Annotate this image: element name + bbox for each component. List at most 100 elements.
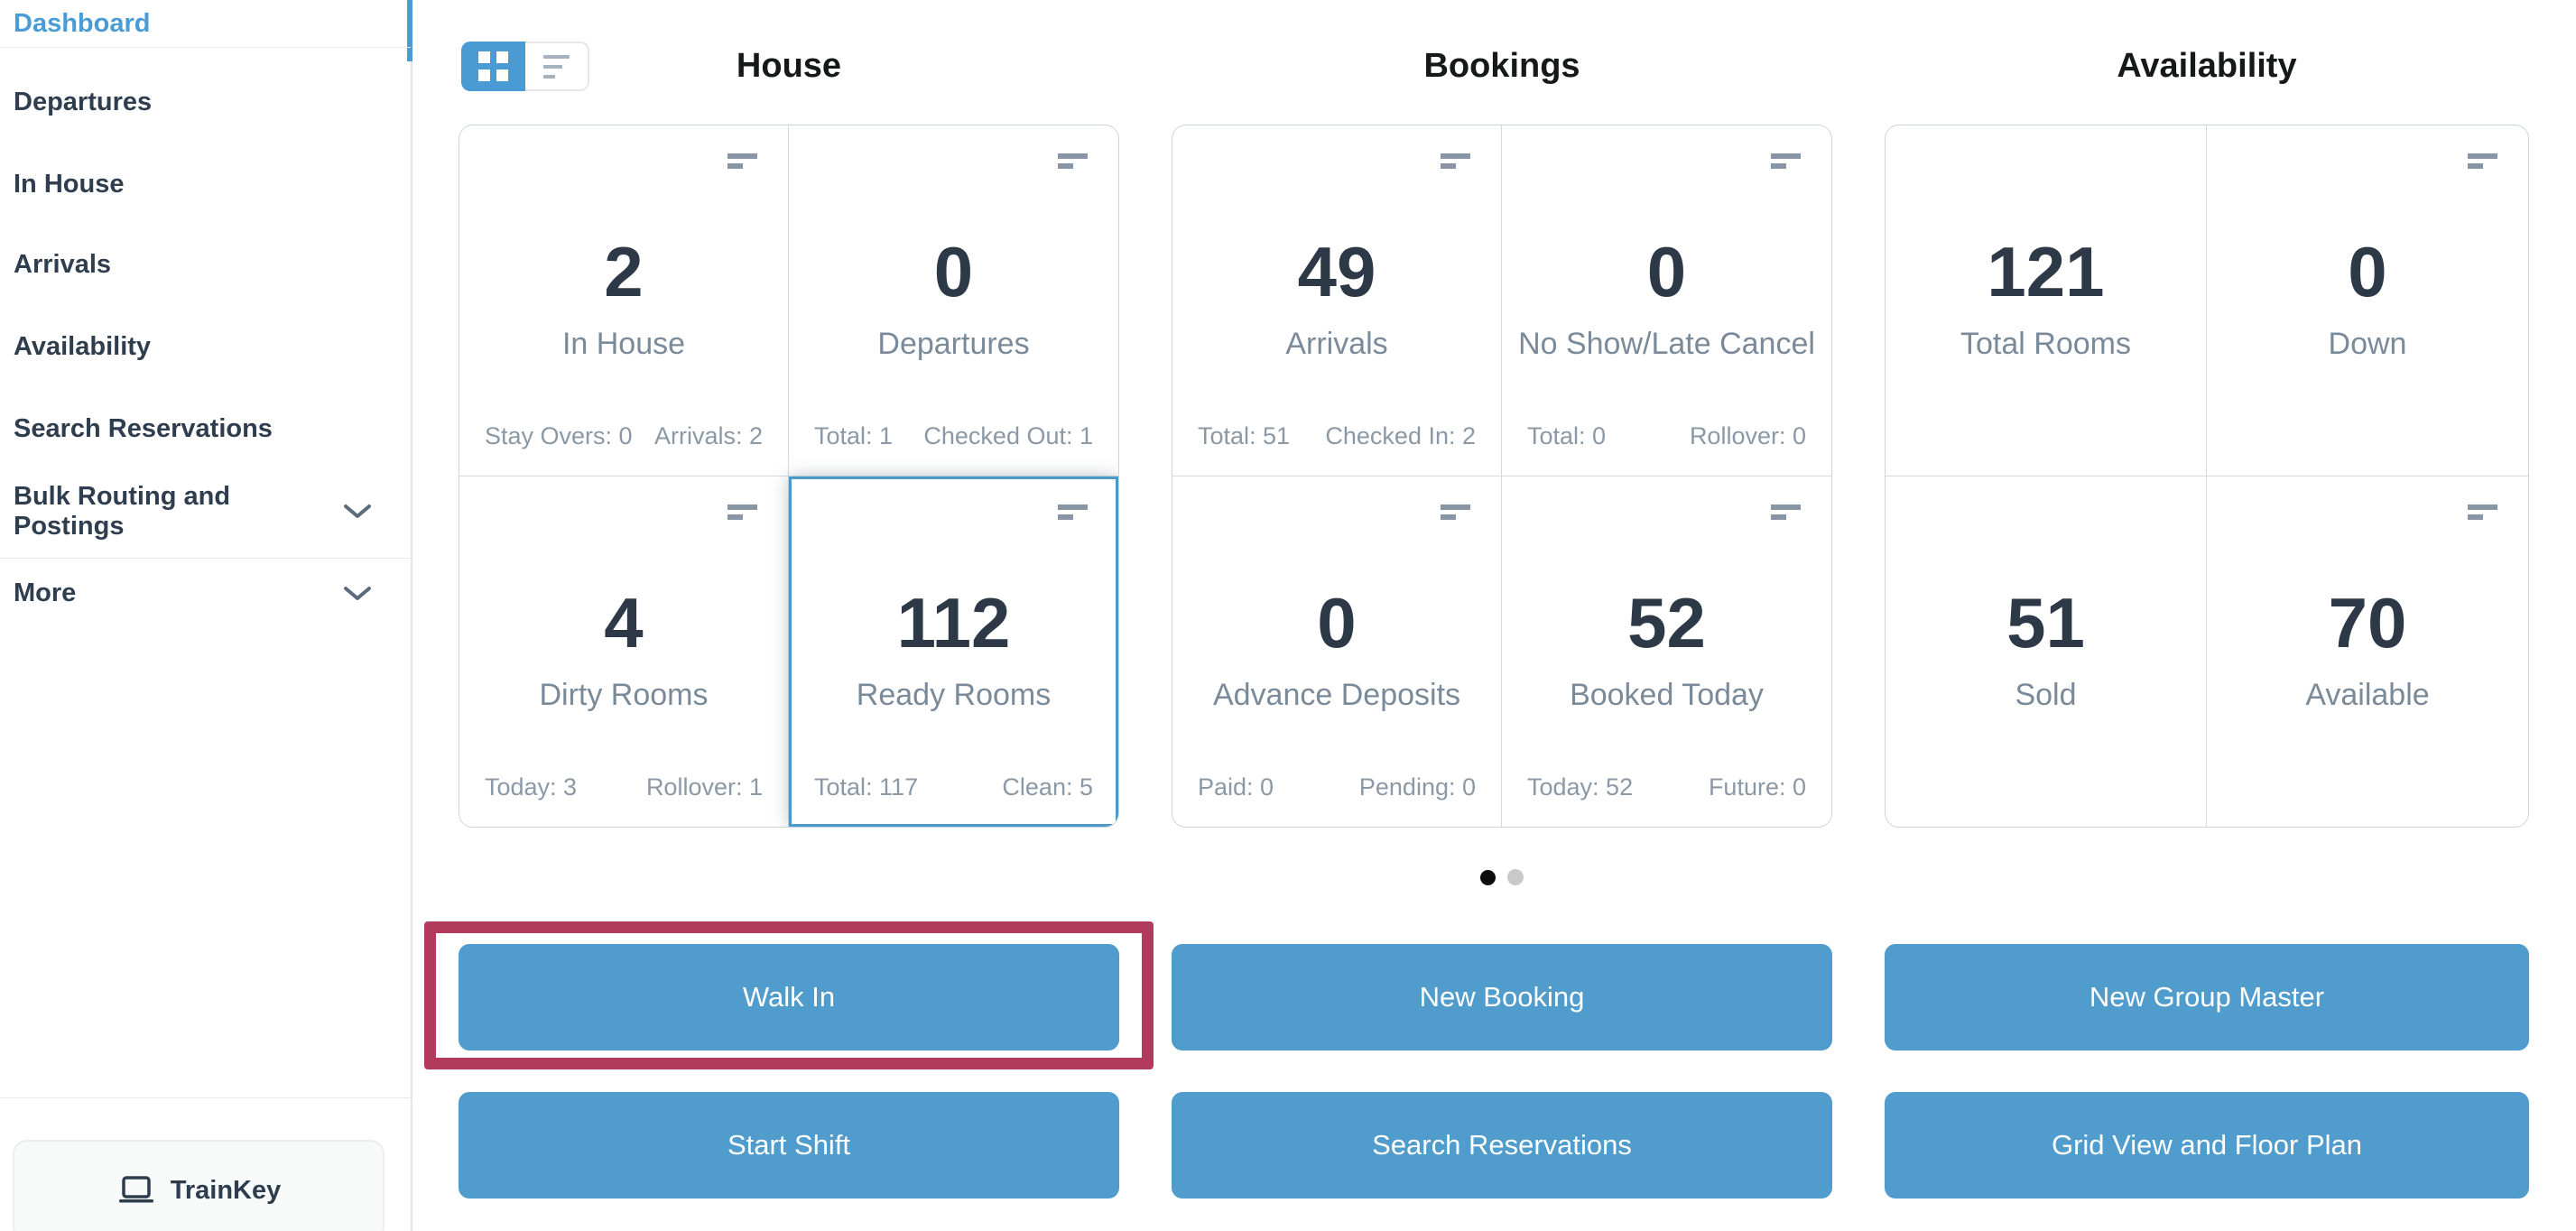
kpi-stat-left: Total: 0 [1527, 421, 1607, 449]
kpi-stat-right: Pending: 0 [1358, 773, 1476, 801]
page-dot[interactable] [1507, 869, 1524, 885]
kpi-label: No Show/Late Cancel [1518, 327, 1815, 361]
sidebar-item-arrivals[interactable]: Arrivals [0, 224, 406, 306]
kpi-label: Down [2328, 327, 2407, 361]
page-dot-active[interactable] [1480, 870, 1496, 885]
chevron-down-icon [343, 586, 372, 602]
sidebar-item-availability[interactable]: Availability [0, 306, 406, 388]
kpi-label: Booked Today [1570, 677, 1764, 712]
availability-card-grid: 121 Total Rooms 0 Down 51 Sold 70 Availa… [1885, 125, 2529, 828]
summary-bars-icon[interactable] [727, 153, 757, 169]
list-view-button[interactable] [525, 42, 589, 91]
kpi-value: 70 [2328, 582, 2407, 662]
sidebar-item-departures[interactable]: Departures [0, 61, 406, 143]
trainkey-label: TrainKey [170, 1175, 282, 1205]
sidebar-item-label: Dashboard [14, 8, 151, 38]
kpi-stat-left: Today: 3 [485, 773, 578, 801]
sidebar-divider [0, 558, 411, 559]
grid-icon [478, 51, 508, 81]
kpi-card-ready-rooms[interactable]: 112 Ready Rooms Total: 117 Clean: 5 [789, 476, 1118, 827]
sidebar-item-label: More [14, 578, 77, 607]
summary-bars-icon[interactable] [1058, 504, 1088, 520]
kpi-value: 0 [1317, 582, 1357, 662]
summary-bars-icon[interactable] [1771, 153, 1801, 169]
section-title-availability: Availability [2117, 47, 2297, 85]
kpi-card-departures[interactable]: 0 Departures Total: 1 Checked Out: 1 [789, 125, 1118, 477]
grid-view-floor-plan-button[interactable]: Grid View and Floor Plan [1885, 1092, 2529, 1199]
kpi-value: 51 [2006, 582, 2085, 662]
kpi-card-advance-deposits[interactable]: 0 Advance Deposits Paid: 0 Pending: 0 [1172, 476, 1502, 827]
sidebar-item-label: Arrivals [14, 250, 112, 279]
kpi-stat-left: Today: 52 [1527, 773, 1634, 801]
summary-bars-icon[interactable] [1771, 504, 1801, 520]
list-lines-icon [543, 54, 588, 79]
kpi-card-down[interactable]: 0 Down [2207, 125, 2528, 477]
kpi-value: 0 [2348, 232, 2387, 311]
sidebar-item-label: Bulk Routing and Postings [14, 481, 231, 541]
kpi-card-dirty-rooms[interactable]: 4 Dirty Rooms Today: 3 Rollover: 1 [459, 476, 789, 827]
new-booking-button[interactable]: New Booking [1172, 944, 1832, 1051]
kpi-stat-right: Arrivals: 2 [653, 421, 763, 449]
sidebar-item-bulk-routing-and-postings[interactable]: Bulk Routing and Postings [0, 470, 406, 552]
walk-in-button[interactable]: Walk In [459, 944, 1119, 1051]
kpi-label: Available [2305, 677, 2430, 712]
laptop-icon [116, 1175, 156, 1206]
kpi-stat-right: Checked Out: 1 [923, 421, 1093, 449]
kpi-value: 2 [604, 232, 644, 311]
kpi-stat-right: Checked In: 2 [1325, 421, 1476, 449]
sidebar-item-more[interactable]: More [0, 552, 406, 634]
kpi-value: 121 [1987, 232, 2105, 311]
kpi-label: In House [561, 327, 686, 361]
kpi-card-no-show-late-cancel[interactable]: 0 No Show/Late Cancel Total: 0 Rollover:… [1502, 125, 1831, 477]
kpi-value: 0 [933, 232, 974, 311]
new-group-master-button[interactable]: New Group Master [1885, 944, 2529, 1051]
kpi-label: Advance Deposits [1212, 677, 1461, 712]
kpi-value: 52 [1627, 582, 1706, 662]
kpi-label: Arrivals [1285, 327, 1388, 361]
grid-view-button[interactable] [461, 42, 525, 91]
kpi-card-total-rooms[interactable]: 121 Total Rooms [1886, 125, 2207, 477]
carousel-pagination [1172, 869, 1832, 885]
kpi-stat-left: Stay Overs: 0 [485, 421, 633, 449]
sidebar-divider [0, 47, 411, 48]
sidebar: Dashboard Departures In House Arrivals A… [0, 0, 412, 1231]
kpi-value: 49 [1297, 232, 1376, 311]
kpi-label: Dirty Rooms [539, 677, 709, 712]
house-card-grid: 2 In House Stay Overs: 0 Arrivals: 2 0 D… [459, 125, 1119, 828]
kpi-card-sold[interactable]: 51 Sold [1886, 476, 2207, 827]
trainkey-button[interactable]: TrainKey [13, 1140, 385, 1231]
summary-bars-icon[interactable] [2468, 504, 2497, 520]
kpi-stat-right: Rollover: 0 [1689, 421, 1806, 449]
sidebar-item-label: Departures [14, 88, 153, 116]
kpi-card-arrivals[interactable]: 49 Arrivals Total: 51 Checked In: 2 [1172, 125, 1502, 477]
active-item-indicator [407, 0, 412, 61]
kpi-stat-right: Future: 0 [1708, 773, 1806, 801]
bookings-card-grid: 49 Arrivals Total: 51 Checked In: 2 0 No… [1172, 125, 1832, 828]
kpi-card-available[interactable]: 70 Available [2207, 476, 2528, 827]
summary-bars-icon[interactable] [1441, 504, 1470, 520]
kpi-value: 4 [604, 582, 644, 662]
kpi-stat-left: Total: 1 [814, 421, 894, 449]
summary-bars-icon[interactable] [1441, 153, 1470, 169]
kpi-value: 0 [1646, 232, 1687, 311]
sidebar-item-in-house[interactable]: In House [0, 143, 406, 226]
kpi-stat-left: Total: 51 [1198, 421, 1291, 449]
summary-bars-icon[interactable] [727, 504, 757, 520]
sidebar-item-label: Search Reservations [14, 414, 273, 443]
summary-bars-icon[interactable] [2468, 153, 2497, 169]
kpi-card-in-house[interactable]: 2 In House Stay Overs: 0 Arrivals: 2 [459, 125, 789, 477]
search-reservations-button[interactable]: Search Reservations [1172, 1092, 1832, 1199]
kpi-label: Ready Rooms [856, 677, 1052, 712]
kpi-stat-left: Total: 117 [814, 773, 919, 801]
summary-bars-icon[interactable] [1058, 153, 1088, 169]
kpi-card-booked-today[interactable]: 52 Booked Today Today: 52 Future: 0 [1502, 476, 1831, 827]
sidebar-item-label: In House [14, 170, 125, 199]
section-title-house: House [736, 47, 842, 85]
chevron-down-icon [343, 504, 372, 520]
sidebar-divider [0, 1097, 412, 1098]
sidebar-item-dashboard[interactable]: Dashboard [0, 0, 406, 47]
kpi-label: Sold [2015, 677, 2077, 712]
start-shift-button[interactable]: Start Shift [459, 1092, 1119, 1199]
sidebar-item-search-reservations[interactable]: Search Reservations [0, 388, 406, 470]
